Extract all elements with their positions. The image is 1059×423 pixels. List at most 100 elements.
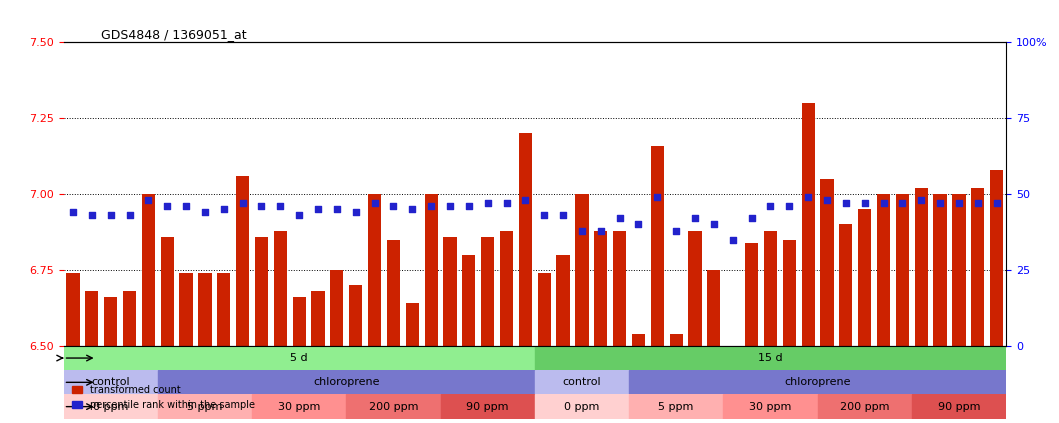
Point bbox=[423, 203, 439, 210]
Text: 30 ppm: 30 ppm bbox=[277, 401, 321, 412]
Text: control: control bbox=[562, 377, 602, 387]
Point bbox=[574, 227, 591, 234]
Point bbox=[290, 212, 308, 219]
Text: chloroprene: chloroprene bbox=[785, 377, 850, 387]
Bar bbox=[839, 225, 852, 346]
Point bbox=[988, 200, 1005, 206]
Bar bbox=[629, 370, 1006, 395]
Bar bbox=[971, 188, 985, 346]
Text: 5 ppm: 5 ppm bbox=[659, 401, 694, 412]
Bar bbox=[462, 255, 475, 346]
Point bbox=[498, 200, 515, 206]
Point bbox=[328, 206, 345, 213]
Text: 200 ppm: 200 ppm bbox=[840, 401, 890, 412]
Point bbox=[780, 203, 797, 210]
Bar bbox=[538, 273, 551, 346]
Bar bbox=[858, 209, 872, 346]
Point bbox=[197, 209, 214, 216]
Bar bbox=[896, 194, 909, 346]
Point bbox=[838, 200, 855, 206]
Text: 90 ppm: 90 ppm bbox=[466, 401, 509, 412]
Bar bbox=[179, 273, 193, 346]
Bar bbox=[161, 236, 174, 346]
Bar bbox=[255, 236, 268, 346]
Point bbox=[121, 212, 138, 219]
Bar bbox=[783, 240, 796, 346]
Bar bbox=[990, 170, 1003, 346]
Point bbox=[403, 206, 420, 213]
Point bbox=[555, 212, 572, 219]
Point bbox=[743, 215, 760, 222]
Point bbox=[611, 215, 628, 222]
Bar bbox=[629, 395, 723, 419]
Bar bbox=[500, 231, 514, 346]
Bar bbox=[744, 243, 758, 346]
Bar bbox=[613, 231, 626, 346]
Point bbox=[140, 197, 157, 203]
Bar bbox=[535, 370, 629, 395]
Bar bbox=[387, 240, 400, 346]
Text: chloroprene: chloroprene bbox=[313, 377, 379, 387]
Bar bbox=[64, 370, 158, 395]
Bar bbox=[535, 395, 629, 419]
Point bbox=[630, 221, 647, 228]
Point bbox=[272, 203, 289, 210]
Bar bbox=[292, 297, 306, 346]
Bar bbox=[67, 273, 79, 346]
Point bbox=[178, 203, 195, 210]
Bar bbox=[764, 231, 777, 346]
Point bbox=[875, 200, 892, 206]
Text: 90 ppm: 90 ppm bbox=[937, 401, 981, 412]
Point bbox=[649, 194, 666, 201]
Bar bbox=[273, 231, 287, 346]
Bar bbox=[158, 370, 535, 395]
Bar bbox=[85, 291, 98, 346]
Bar bbox=[556, 255, 570, 346]
Bar bbox=[142, 194, 155, 346]
Bar bbox=[575, 194, 589, 346]
Bar bbox=[123, 291, 137, 346]
Text: 200 ppm: 200 ppm bbox=[369, 401, 418, 412]
Bar bbox=[632, 334, 645, 346]
Point bbox=[969, 200, 986, 206]
Point bbox=[856, 200, 873, 206]
Bar bbox=[650, 146, 664, 346]
Bar bbox=[252, 395, 346, 419]
Bar bbox=[217, 273, 231, 346]
Text: 15 d: 15 d bbox=[758, 353, 783, 363]
Text: 5 d: 5 d bbox=[290, 353, 308, 363]
Bar bbox=[198, 273, 212, 346]
Text: 30 ppm: 30 ppm bbox=[749, 401, 792, 412]
Point bbox=[234, 200, 251, 206]
Bar bbox=[535, 346, 1006, 370]
Point bbox=[951, 200, 968, 206]
Point bbox=[913, 197, 930, 203]
Bar bbox=[688, 231, 702, 346]
Point bbox=[479, 200, 496, 206]
Bar bbox=[236, 176, 249, 346]
Point bbox=[517, 197, 534, 203]
Point bbox=[347, 209, 364, 216]
Bar bbox=[481, 236, 495, 346]
Bar bbox=[912, 395, 1006, 419]
Point bbox=[724, 236, 741, 243]
Bar bbox=[64, 346, 535, 370]
Point bbox=[592, 227, 609, 234]
Bar bbox=[367, 194, 381, 346]
Bar bbox=[669, 334, 683, 346]
Bar bbox=[877, 194, 891, 346]
Bar bbox=[349, 285, 362, 346]
Bar bbox=[64, 395, 158, 419]
Bar bbox=[723, 395, 818, 419]
Bar bbox=[425, 194, 437, 346]
Bar bbox=[915, 188, 928, 346]
Bar bbox=[444, 236, 456, 346]
Text: 5 ppm: 5 ppm bbox=[187, 401, 222, 412]
Bar bbox=[311, 291, 325, 346]
Point bbox=[668, 227, 685, 234]
Text: 0 ppm: 0 ppm bbox=[93, 401, 128, 412]
Point bbox=[309, 206, 326, 213]
Bar bbox=[519, 133, 532, 346]
Point bbox=[65, 209, 82, 216]
Text: control: control bbox=[91, 377, 130, 387]
